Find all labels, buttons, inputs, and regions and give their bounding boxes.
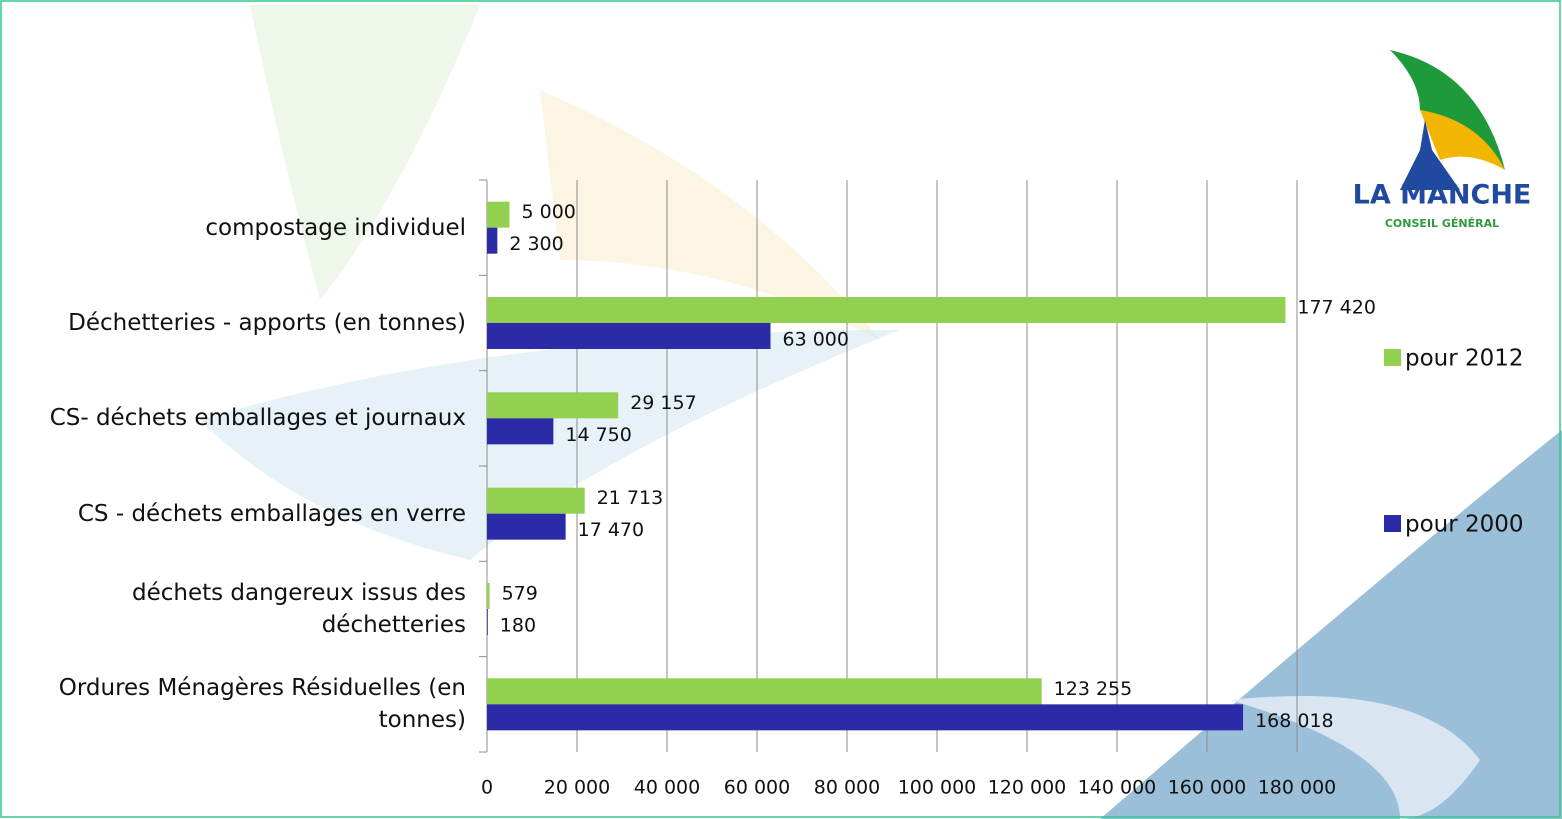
value-label: 21 713 — [597, 487, 663, 509]
value-label: 168 018 — [1255, 710, 1334, 732]
x-tick-label: 100 000 — [898, 777, 977, 799]
y-tick-label: Déchetteries - apports (en tonnes) — [11, 307, 466, 339]
x-tick-label: 140 000 — [1078, 777, 1157, 799]
legend-swatch — [1384, 515, 1401, 532]
value-label: 2 300 — [509, 233, 563, 255]
bar — [487, 583, 490, 609]
y-tick-label: CS- déchets emballages et journaux — [11, 402, 466, 434]
legend-swatch — [1384, 349, 1401, 366]
y-tick-label: compostage individuel — [11, 212, 466, 244]
x-tick-label: 120 000 — [988, 777, 1067, 799]
bar — [487, 297, 1285, 323]
value-label: 177 420 — [1297, 297, 1376, 319]
logo-subtitle: CONSEIL GÉNÉRAL — [1385, 217, 1499, 230]
x-tick-label: 40 000 — [634, 777, 700, 799]
value-label: 14 750 — [565, 424, 631, 446]
bar — [487, 392, 618, 418]
y-tick-label: CS - déchets emballages en verre — [11, 498, 466, 530]
bar — [487, 678, 1042, 704]
value-label: 63 000 — [783, 329, 849, 351]
legend-label: pour 2012 — [1405, 346, 1524, 372]
bar — [487, 609, 488, 635]
x-tick-label: 60 000 — [724, 777, 790, 799]
value-label: 123 255 — [1054, 678, 1133, 700]
bar — [487, 514, 566, 540]
bar — [487, 704, 1243, 730]
bar — [487, 323, 771, 349]
logo: LA MANCHE CONSEIL GÉNÉRAL — [1353, 50, 1532, 230]
bar — [487, 488, 585, 514]
value-label: 29 157 — [630, 392, 696, 414]
y-tick-label: Ordures Ménagères Résiduelles (en tonnes… — [11, 672, 466, 736]
y-tick-label: déchets dangereux issus des déchetteries — [11, 577, 466, 641]
bar — [487, 228, 497, 254]
x-tick-label: 160 000 — [1168, 777, 1247, 799]
x-tick-label: 20 000 — [544, 777, 610, 799]
value-label: 17 470 — [578, 519, 644, 541]
x-tick-label: 80 000 — [814, 777, 880, 799]
bar — [487, 202, 510, 228]
value-label: 180 — [500, 615, 536, 637]
value-label: 5 000 — [522, 201, 576, 223]
value-label: 579 — [502, 583, 538, 605]
legend-label: pour 2000 — [1405, 512, 1524, 538]
x-tick-label: 180 000 — [1258, 777, 1337, 799]
bar — [487, 418, 553, 444]
page: LA MANCHE CONSEIL GÉNÉRAL 0 20 000 40 000 6… — [0, 0, 1562, 819]
x-tick-label: 0 — [481, 777, 493, 799]
logo-title: LA MANCHE — [1353, 180, 1532, 211]
